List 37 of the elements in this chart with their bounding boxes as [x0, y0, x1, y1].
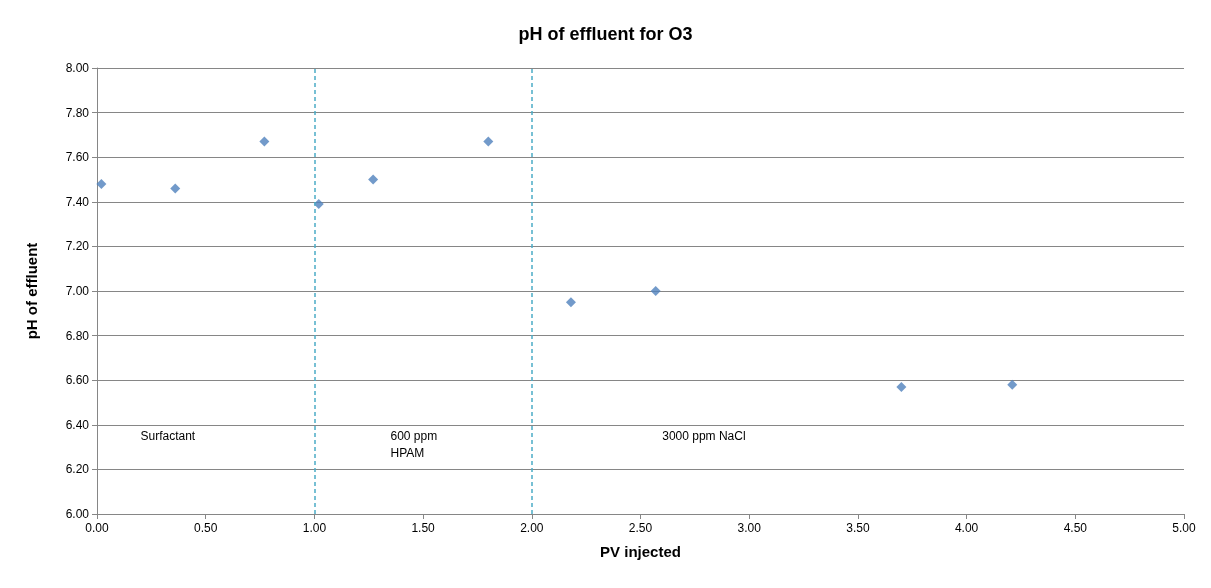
annotation: 3000 ppm NaCl [662, 428, 746, 443]
point [565, 297, 576, 308]
x-tick-label: 4.00 [954, 521, 979, 535]
point [483, 136, 494, 147]
x-tick-label: 0.00 [85, 521, 109, 535]
y-tick-label: 7.20 [65, 239, 90, 254]
x-tick-label: 2.50 [628, 521, 653, 535]
point [1007, 379, 1018, 390]
annotation: Surfactant [140, 428, 196, 443]
y-tick-label: 7.60 [65, 150, 90, 165]
x-tick-label: 5.00 [1172, 521, 1196, 535]
x-tick-label: 1.00 [302, 521, 327, 535]
point [170, 183, 181, 194]
point [896, 381, 907, 392]
y-tick-label: 6.40 [65, 417, 90, 432]
y-axis-title: pH of effluent [23, 242, 40, 340]
x-tick-label: 3.00 [737, 521, 762, 535]
point [259, 136, 270, 147]
x-tick-label: 4.50 [1063, 521, 1088, 535]
x-tick-label: 3.50 [846, 521, 870, 535]
y-tick-label: 7.80 [65, 105, 90, 120]
x-tick-label: 1.50 [411, 521, 436, 535]
annotation: 600 ppm HPAM [390, 428, 438, 460]
point [368, 174, 379, 185]
y-tick-label: 6.60 [65, 373, 90, 388]
y-tick-label: 6.20 [65, 462, 90, 477]
y-tick-label: 7.00 [65, 284, 90, 298]
point [96, 178, 107, 189]
y-tick-label: 7.40 [65, 194, 90, 209]
x-tick-label: 2.00 [520, 521, 544, 535]
y-tick-label: 6.00 [65, 507, 90, 521]
x-tick-label: 0.50 [194, 521, 218, 535]
chart-title: pH of effluent for O3 [518, 24, 693, 44]
y-tick-label: 6.80 [65, 328, 90, 343]
point [650, 286, 661, 296]
x-axis-title: PV injected [600, 543, 681, 560]
y-tick-label: 8.00 [65, 61, 90, 75]
